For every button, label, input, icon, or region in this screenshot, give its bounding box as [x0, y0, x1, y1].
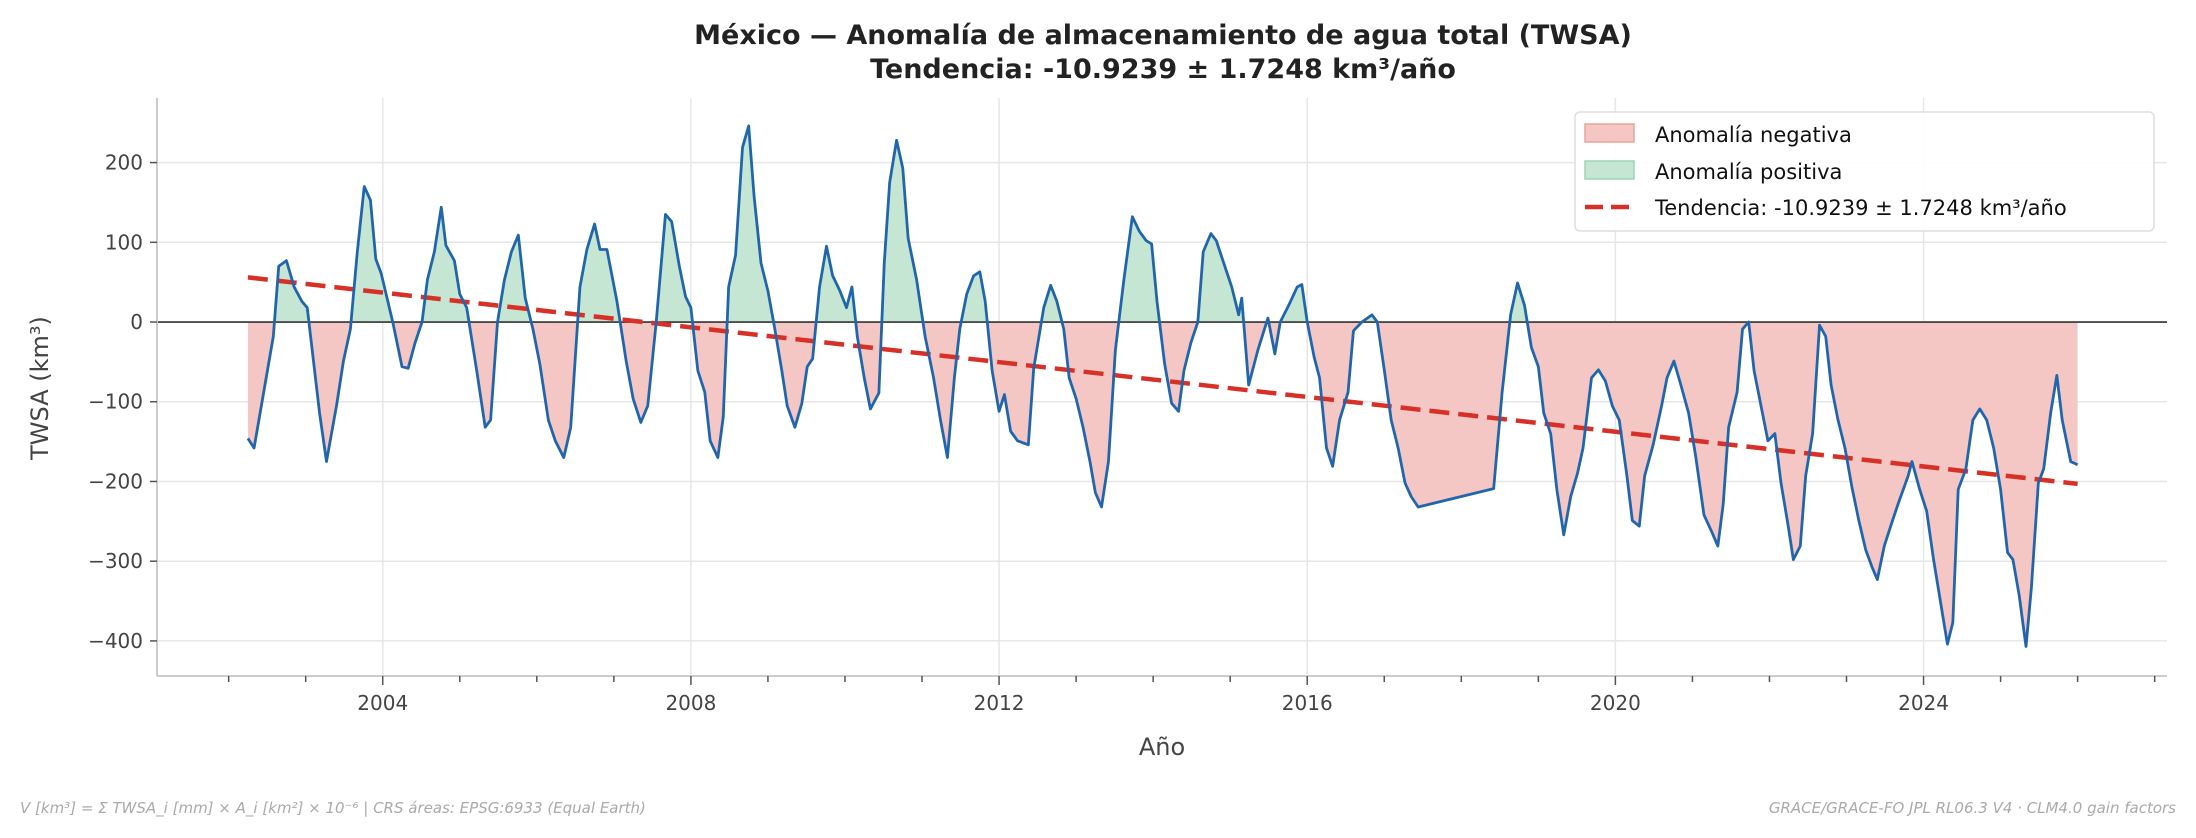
- legend-positive-label: Anomalía positiva: [1655, 160, 1842, 184]
- x-tick-label: 2024: [1898, 691, 1949, 715]
- axes: [150, 98, 2167, 685]
- footer-source: GRACE/GRACE-FO JPL RL06.3 V4 · CLM4.0 ga…: [1769, 799, 2176, 817]
- y-tick-label: −200: [88, 469, 143, 493]
- anomaly-fills: [247, 125, 2078, 647]
- twsa-line: [246, 124, 2079, 648]
- x-axis-label: Año: [1139, 733, 1185, 761]
- legend-trend-label: Tendencia: -10.9239 ± 1.7248 km³/año: [1654, 196, 2067, 220]
- twsa-series: [246, 124, 2079, 648]
- y-tick-label: 200: [105, 151, 143, 175]
- positive-anomaly-fill: [274, 125, 1749, 323]
- x-tick-label: 2016: [1282, 691, 1333, 715]
- x-tick-label: 2004: [357, 691, 408, 715]
- y-tick-label: −300: [88, 549, 143, 573]
- x-tick-label: 2012: [974, 691, 1025, 715]
- x-tick-label: 2020: [1590, 691, 1641, 715]
- trend-dashed-line: [247, 275, 2078, 487]
- y-tick-label: −400: [88, 629, 143, 653]
- legend-frame: [1574, 111, 2155, 232]
- tick-labels: 200 100 0 −100 −200 −300 −400 2004 2008 2012 2016 2…: [88, 151, 1949, 715]
- legend-positive-swatch: [1584, 160, 1635, 180]
- y-axis-label: TWSA (km³): [26, 316, 54, 461]
- legend-negative-label: Anomalía negativa: [1655, 123, 1852, 147]
- footer-formula: V [km³] = Σ TWSA_i [mm] × A_i [km²] × 10…: [20, 799, 646, 818]
- x-tick-label: 2008: [665, 691, 716, 715]
- negative-anomaly-fill: [247, 322, 2078, 647]
- chart-title: México — Anomalía de almacenamiento de a…: [694, 20, 1632, 51]
- y-tick-label: −100: [88, 390, 143, 414]
- legend: Anomalía negativa Anomalía positiva Tend…: [1574, 111, 2155, 232]
- trend-line: [247, 275, 2078, 487]
- y-tick-label: 0: [130, 310, 143, 334]
- y-tick-label: 100: [105, 230, 143, 254]
- legend-negative-swatch: [1584, 123, 1635, 143]
- chart-subtitle: Tendencia: -10.9239 ± 1.7248 km³/año: [870, 54, 1456, 85]
